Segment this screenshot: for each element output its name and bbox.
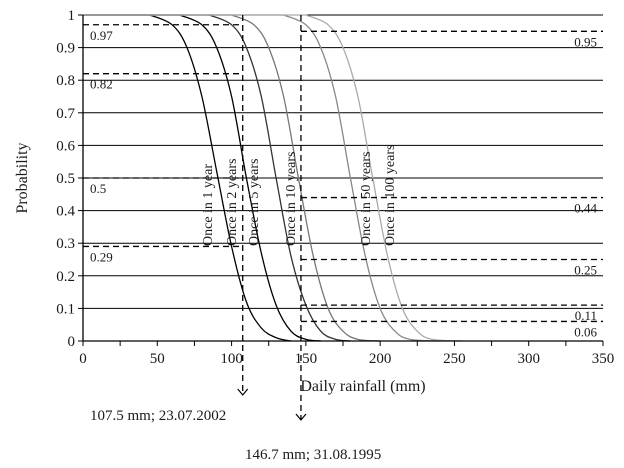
x-tick-label-5: 250	[443, 351, 466, 367]
y-tick-label-8: 0.8	[56, 73, 75, 89]
curve-label-4: Once in 50 years	[359, 152, 374, 246]
y-tick-label-3: 0.3	[56, 236, 75, 252]
marker-arrow-1	[295, 413, 307, 421]
y-tick-label-10: 1	[68, 8, 76, 24]
marker-label-0: 107.5 mm; 23.07.2002	[90, 408, 226, 424]
x-tick-label-1: 50	[150, 351, 165, 367]
x-tick-label-2: 100	[220, 351, 243, 367]
x-tick-label-7: 350	[592, 351, 615, 367]
level-label-1-1: 0.44	[574, 201, 597, 216]
y-axis-title: Probability	[14, 142, 31, 213]
series-line-4	[83, 14, 440, 342]
level-label-1-0: 0.95	[574, 34, 597, 49]
series-line-3	[83, 14, 381, 342]
series-line-1	[83, 14, 321, 342]
level-label-1-2: 0.25	[574, 263, 597, 278]
gridlines	[83, 14, 603, 309]
series-curves	[83, 14, 462, 342]
series-line-5	[83, 14, 462, 342]
chart-labels: Once in 1 year Once in 2 years Once in 5 y…	[56, 8, 614, 463]
y-tick-label-2: 0.2	[56, 269, 75, 285]
y-tick-label-7: 0.7	[56, 106, 75, 122]
marker-label-1: 146.7 mm; 31.08.1995	[245, 447, 381, 463]
curve-label-5: Once in 100 years	[383, 145, 398, 246]
x-tick-label-0: 0	[79, 351, 87, 367]
marker-lines	[83, 15, 603, 421]
series-line-2	[83, 14, 351, 342]
level-label-0-1: 0.82	[90, 77, 113, 92]
level-label-0-0: 0.97	[90, 28, 113, 43]
curve-label-0: Once in 1 year	[201, 164, 216, 246]
y-tick-label-1: 0.1	[56, 301, 75, 317]
series-line-0	[83, 14, 292, 342]
y-tick-label-6: 0.6	[56, 138, 75, 154]
curve-label-3: Once in 10 years	[284, 152, 299, 246]
marker-arrow-0	[237, 388, 249, 396]
level-label-0-3: 0.29	[90, 249, 113, 264]
axes	[78, 14, 604, 346]
curve-label-2: Once in 5 years	[247, 159, 262, 246]
y-tick-label-0: 0	[68, 334, 76, 350]
curve-label-1: Once in 2 years	[225, 159, 240, 246]
level-label-1-3: 0.11	[575, 308, 597, 323]
y-tick-label-4: 0.4	[56, 204, 75, 220]
x-tick-label-3: 150	[295, 351, 318, 367]
x-tick-label-4: 200	[369, 351, 392, 367]
x-axis-title: Daily rainfall (mm)	[300, 378, 425, 395]
level-label-1-4: 0.06	[574, 324, 597, 339]
y-tick-label-5: 0.5	[56, 171, 75, 187]
x-tick-label-6: 300	[517, 351, 540, 367]
y-tick-label-9: 0.9	[56, 41, 75, 57]
level-label-0-2: 0.5	[90, 181, 106, 196]
